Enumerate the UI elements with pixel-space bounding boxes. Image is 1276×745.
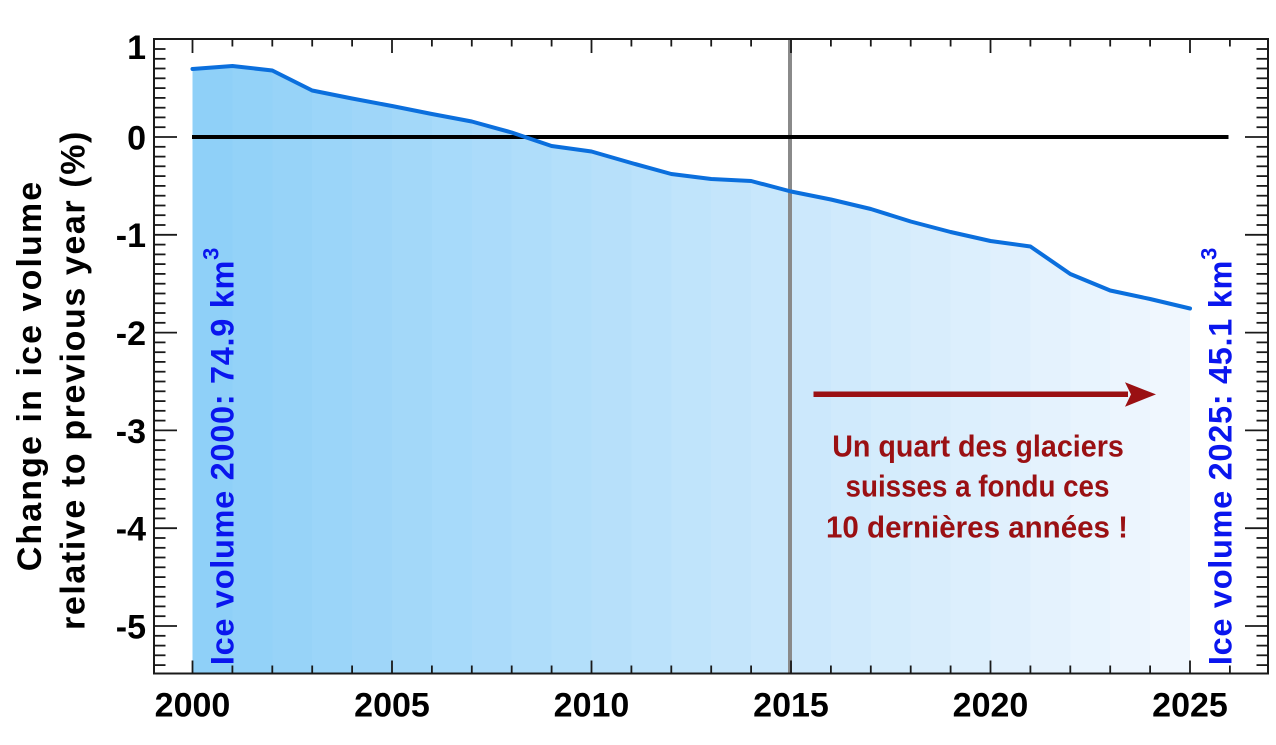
svg-text:1: 1 bbox=[127, 29, 146, 67]
svg-text:suisses a fondu ces: suisses a fondu ces bbox=[846, 469, 1110, 504]
svg-text:2020: 2020 bbox=[953, 687, 1029, 725]
svg-text:Change in ice volume: Change in ice volume bbox=[11, 180, 49, 572]
svg-text:2005: 2005 bbox=[354, 687, 430, 725]
svg-text:-3: -3 bbox=[116, 413, 146, 451]
svg-text:2015: 2015 bbox=[753, 687, 829, 725]
svg-text:relative to previous year (%): relative to previous year (%) bbox=[55, 130, 93, 630]
svg-text:-2: -2 bbox=[116, 315, 146, 353]
svg-text:2025: 2025 bbox=[1152, 687, 1228, 725]
svg-text:Ice volume 2025: 45.1 km3: Ice volume 2025: 45.1 km3 bbox=[1197, 247, 1239, 665]
svg-text:-4: -4 bbox=[116, 511, 146, 549]
svg-text:Ice volume 2000: 74.9 km3: Ice volume 2000: 74.9 km3 bbox=[199, 247, 241, 665]
svg-text:-1: -1 bbox=[116, 217, 146, 255]
svg-text:Un quart des glaciers: Un quart des glaciers bbox=[832, 429, 1124, 463]
svg-text:2010: 2010 bbox=[554, 687, 630, 725]
svg-text:0: 0 bbox=[127, 119, 146, 157]
svg-text:10 dernières années !: 10 dernières années ! bbox=[826, 511, 1128, 545]
svg-text:2000: 2000 bbox=[155, 687, 231, 725]
svg-text:-5: -5 bbox=[116, 608, 146, 646]
